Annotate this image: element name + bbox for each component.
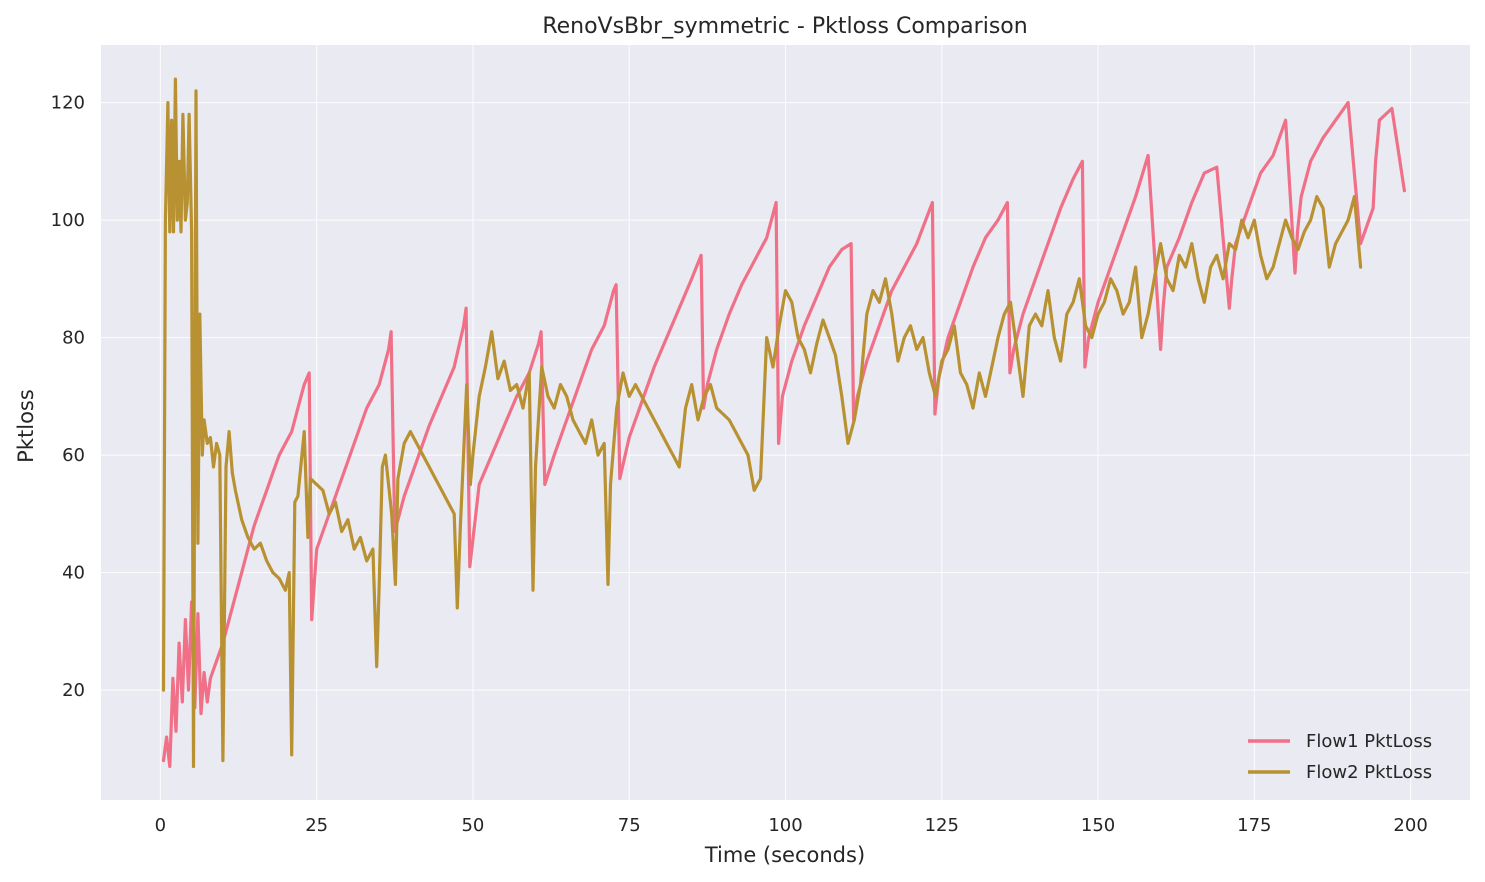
x-tick-label: 50 [461, 815, 484, 836]
y-axis-ticks: 20 40 60 80 100 120 [51, 93, 85, 702]
y-axis-label: Pktloss [14, 389, 38, 463]
legend-label-flow1: Flow1 PktLoss [1306, 731, 1432, 752]
y-tick-label: 80 [62, 328, 85, 349]
x-tick-label: 125 [925, 815, 959, 836]
series-line-flow2 [161, 77, 1363, 769]
x-tick-label: 25 [305, 815, 328, 836]
x-tick-label: 100 [768, 815, 802, 836]
y-tick-label: 20 [62, 680, 85, 701]
x-tick-label: 150 [1081, 815, 1115, 836]
series-line-flow1 [161, 101, 1406, 769]
y-tick-label: 40 [62, 563, 85, 584]
x-tick-label: 200 [1393, 815, 1427, 836]
x-tick-label: 175 [1237, 815, 1271, 836]
x-axis-label: Time (seconds) [704, 843, 865, 867]
legend-label-flow2: Flow2 PktLoss [1306, 762, 1432, 783]
x-tick-label: 75 [618, 815, 641, 836]
legend: Flow1 PktLoss Flow2 PktLoss [1248, 731, 1432, 783]
series-layer [161, 77, 1406, 769]
y-tick-label: 120 [51, 93, 85, 114]
y-tick-label: 60 [62, 445, 85, 466]
chart-title: RenoVsBbr_symmetric - Pktloss Comparison [542, 14, 1027, 39]
x-axis-ticks: 0 25 50 75 100 125 150 175 200 [155, 815, 1428, 836]
x-tick-label: 0 [155, 815, 166, 836]
grid-lines [101, 45, 1470, 800]
y-tick-label: 100 [51, 210, 85, 231]
